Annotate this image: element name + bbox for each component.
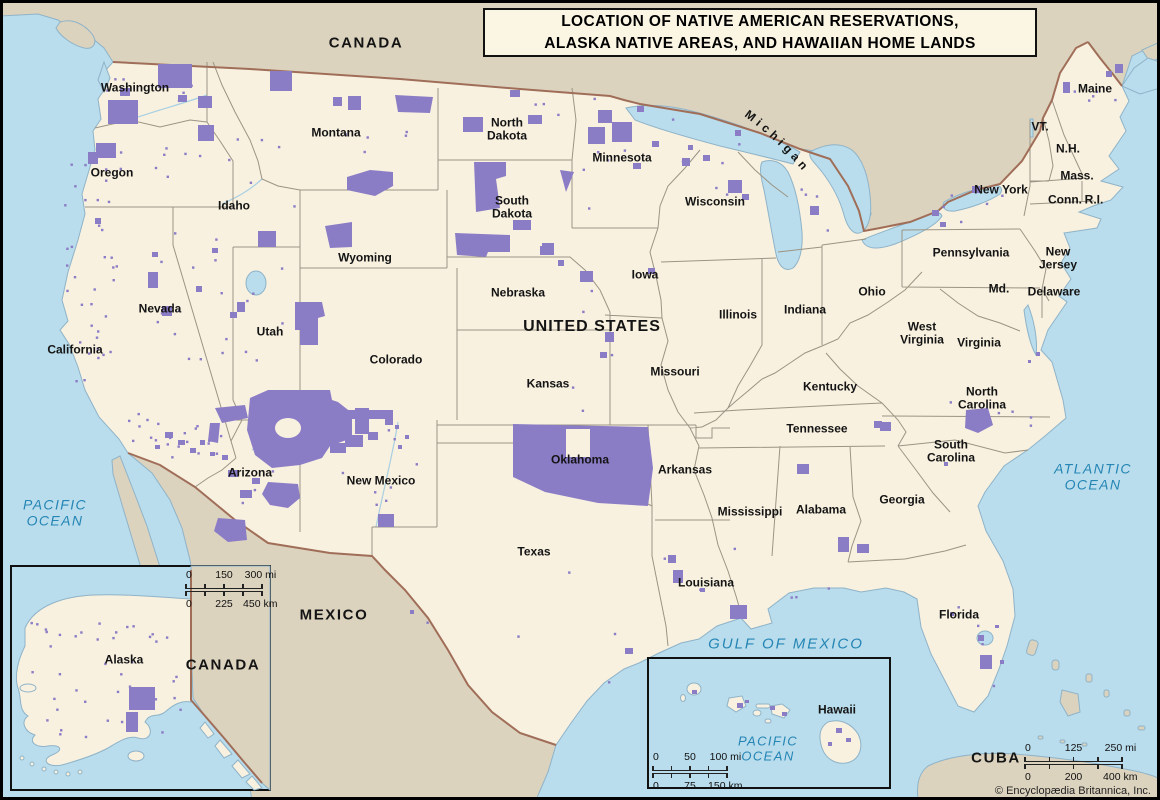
reservation-dots (30, 74, 1117, 739)
scale-ruler-mi (652, 764, 728, 771)
copyright-notice: © Encyclopædia Britannica, Inc. (994, 785, 1151, 797)
scale-bar-hawaii: 0 50 100 mi 0 75 150 km (652, 751, 743, 793)
scale-bar-alaska: 0 150 300 mi 0 225 450 km (185, 569, 278, 611)
scale-ruler-km (185, 591, 263, 598)
scale-ruler-km (652, 773, 728, 780)
map-title-line2: ALASKA NATIVE AREAS, AND HAWAIIAN HOME L… (544, 34, 976, 52)
international-borders (112, 41, 1123, 746)
scale-miles-labels: 0 150 300 mi (186, 569, 277, 581)
reservation-holes (275, 418, 590, 457)
scale-km-labels: 0 225 450 km (186, 598, 278, 610)
scale-ruler-mi (185, 582, 263, 589)
scale-bar-main: 0 125 250 mi 0 200 400 km (1024, 742, 1138, 784)
scale-km-labels: 0 75 150 km (653, 780, 743, 792)
scale-miles-labels: 0 50 100 mi (653, 751, 742, 763)
hawaii-inset (647, 657, 891, 789)
bay-of-fundy (1121, 57, 1160, 95)
map-title: LOCATION OF NATIVE AMERICAN RESERVATIONS… (483, 8, 1037, 57)
scale-miles-labels: 0 125 250 mi (1025, 742, 1137, 754)
scale-km-labels: 0 200 400 km (1025, 771, 1138, 783)
reservation-areas (88, 64, 1123, 746)
cuba-and-bahamas (917, 639, 1160, 800)
alaska-inset (10, 565, 271, 792)
scale-ruler-mi (1024, 755, 1123, 762)
map-title-line1: LOCATION OF NATIVE AMERICAN RESERVATIONS… (561, 12, 959, 30)
scale-ruler-km (1024, 764, 1123, 771)
